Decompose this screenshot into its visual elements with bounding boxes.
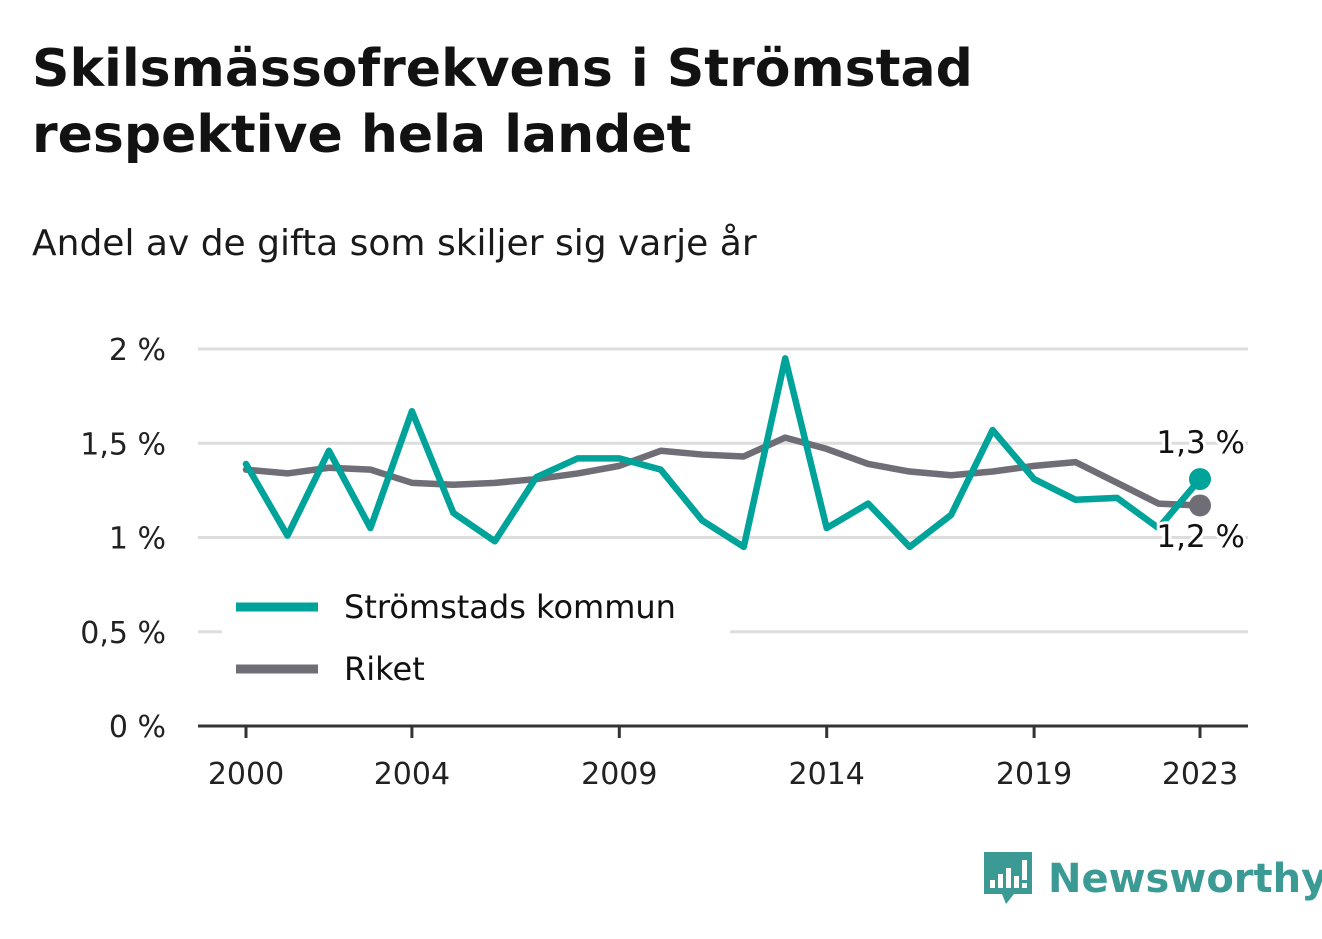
end-point-marker — [1189, 468, 1211, 491]
x-tick-label: 2004 — [374, 757, 450, 792]
chart-subtitle: Andel av de gifta som skiljer sig varje … — [32, 223, 757, 264]
x-tick-label: 2019 — [996, 757, 1072, 792]
end-point-marker — [1189, 494, 1211, 517]
x-tick-label: 2009 — [581, 757, 657, 792]
x-tick-label: 2023 — [1162, 757, 1238, 792]
y-tick-label: 0 % — [109, 710, 166, 745]
end-value-label: 1,3 % — [1156, 425, 1245, 461]
brand-name: Newsworthy — [1048, 856, 1322, 902]
chart-title: Skilsmässofrekvens i Strömstad respektiv… — [32, 39, 973, 165]
y-tick-label: 1,5 % — [80, 427, 166, 462]
series-line — [242, 355, 1204, 551]
series-line — [242, 434, 1204, 509]
x-tick-label: 2000 — [208, 757, 284, 792]
brand-logo: Newsworthy — [980, 848, 1322, 910]
end-value-label: 1,2 % — [1156, 519, 1245, 555]
x-tick-label: 2014 — [789, 757, 865, 792]
y-tick-label: 1 % — [109, 522, 166, 557]
y-tick-label: 0,5 % — [80, 616, 166, 651]
y-tick-label: 2 % — [109, 333, 166, 368]
legend-label: Strömstads kommun — [344, 588, 676, 626]
legend-label: Riket — [344, 650, 425, 688]
newsworthy-logo-icon — [980, 846, 1036, 912]
